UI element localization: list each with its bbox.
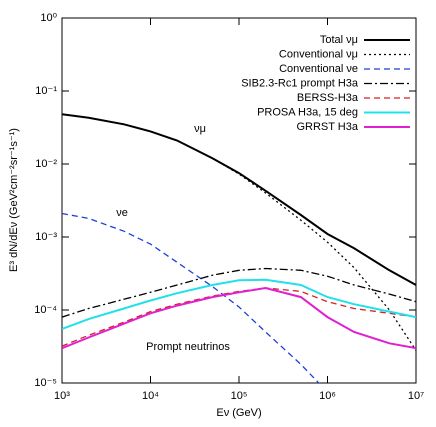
annotation: νe — [116, 207, 128, 219]
y-axis-label: E³ dN/dEν (GeV²cm⁻²sr⁻¹s⁻¹) — [8, 128, 20, 272]
annotation: Prompt neutrinos — [146, 341, 230, 353]
y-tick-label: 10⁻⁴ — [34, 304, 57, 316]
legend-label: Conventional νμ — [279, 48, 358, 60]
legend-label: Conventional νe — [279, 63, 358, 75]
x-tick-label: 10⁷ — [408, 390, 424, 402]
y-tick-label: 10⁻² — [35, 158, 57, 170]
legend-label: PROSA H3a, 15 deg — [257, 106, 358, 118]
series-line — [62, 212, 320, 383]
legend-label: BERSS-H3a — [297, 92, 359, 104]
series-line — [62, 113, 416, 286]
series-line — [62, 278, 416, 330]
annotation: νμ — [194, 123, 206, 135]
y-tick-label: 10⁰ — [40, 12, 57, 24]
plot-lines — [62, 113, 416, 383]
legend-label: SIB2.3-Rc1 prompt H3a — [241, 77, 359, 89]
series-line — [62, 113, 416, 351]
x-tick-label: 10³ — [54, 390, 70, 402]
y-tick-label: 10⁻³ — [35, 231, 57, 243]
series-line — [62, 287, 416, 347]
y-tick-label: 10⁻⁵ — [34, 377, 57, 389]
y-tick-label: 10⁻¹ — [35, 85, 57, 97]
plot-frame — [61, 17, 417, 384]
legend-label: Total νμ — [320, 34, 358, 46]
legend-label: GRRST H3a — [296, 121, 358, 133]
series-line — [62, 267, 416, 318]
x-tick-label: 10⁶ — [319, 390, 336, 402]
x-axis-label: Eν (GeV) — [216, 407, 261, 419]
x-tick-label: 10⁵ — [231, 390, 248, 402]
series-line — [62, 286, 416, 350]
x-tick-label: 10⁴ — [142, 390, 159, 402]
